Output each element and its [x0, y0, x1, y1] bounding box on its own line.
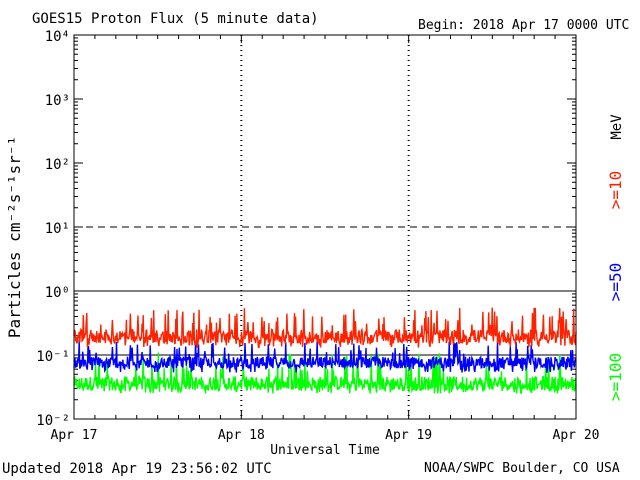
x-tick-label: Apr 19 — [385, 428, 432, 443]
series-line-10 — [73, 307, 577, 349]
y-tick-label: 10⁰ — [45, 285, 70, 301]
x-tick-label: Apr 18 — [218, 428, 265, 443]
legend-entry-50: >=50 — [606, 263, 625, 302]
energy-unit-label: MeV — [609, 114, 625, 140]
y-axis-label: Particles cm⁻²s⁻¹sr⁻¹ — [5, 136, 24, 338]
y-tick-label: 10⁻² — [36, 413, 70, 429]
legend-entry-100: >=100 — [606, 353, 625, 401]
series-line-50 — [73, 340, 577, 374]
y-tick-label: 10⁻¹ — [36, 349, 70, 365]
y-tick-label: 10² — [45, 157, 70, 173]
updated-label: Updated 2018 Apr 19 23:56:02 UTC — [2, 461, 272, 477]
plot-frame — [73, 34, 577, 420]
begin-time-label: Begin: 2018 Apr 17 0000 UTC — [418, 18, 630, 33]
y-tick-label: 10³ — [45, 93, 70, 109]
x-axis-label: Universal Time — [270, 443, 380, 458]
x-tick-label: Apr 17 — [51, 428, 98, 443]
source-label: NOAA/SWPC Boulder, CO USA — [424, 461, 620, 476]
y-tick-label: 10¹ — [45, 221, 70, 237]
series-line-100 — [73, 352, 577, 395]
y-tick-label: 10⁴ — [45, 29, 70, 45]
chart-title: GOES15 Proton Flux (5 minute data) — [32, 11, 319, 27]
x-tick-label: Apr 20 — [553, 428, 600, 443]
legend-entry-10: >=10 — [606, 171, 625, 210]
